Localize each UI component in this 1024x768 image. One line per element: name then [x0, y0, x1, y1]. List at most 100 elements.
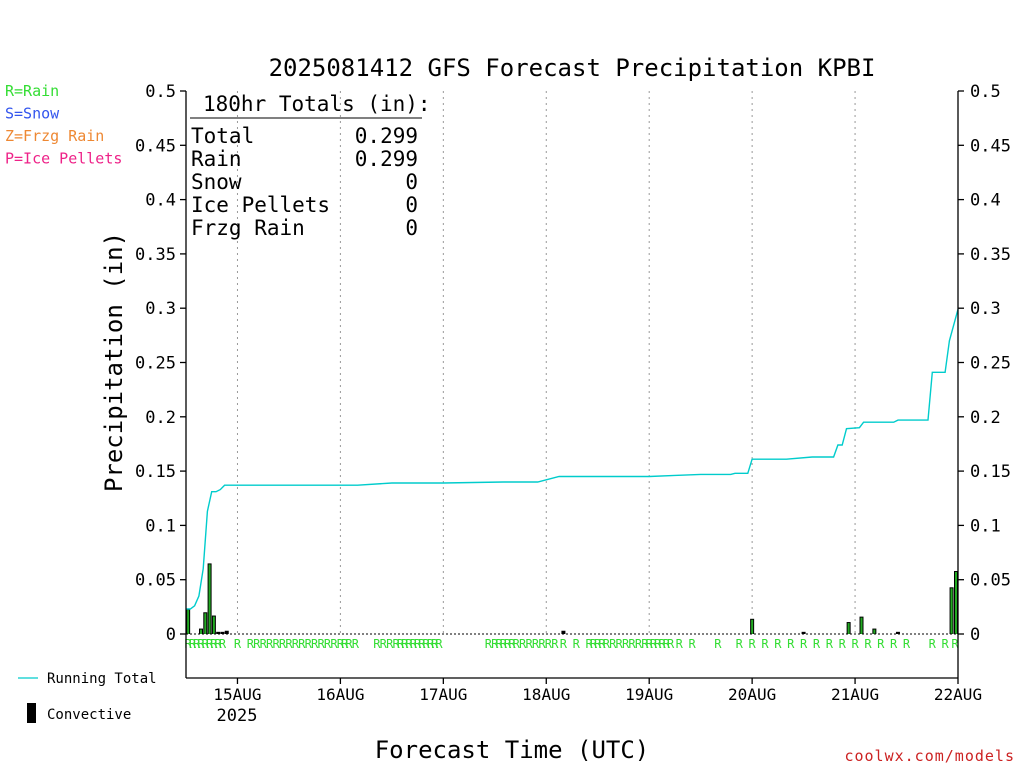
convective-legend-label: Convective [47, 707, 131, 723]
y-tick-label-right: 0.05 [970, 571, 1011, 591]
precip-type-marker: R [485, 637, 493, 651]
convective-bar [561, 630, 566, 634]
precip-type-marker: R [279, 637, 287, 651]
precip-type-legend-item: R=Rain [5, 82, 59, 100]
precip-type-marker: R [586, 637, 594, 651]
y-tick-label: 0.15 [135, 462, 176, 482]
precip-type-marker: R [386, 637, 394, 651]
rain-bar-fill [208, 564, 211, 634]
totals-row-label: Ice Pellets [191, 193, 330, 217]
precip-type-marker: R [197, 637, 205, 651]
precip-type-marker: R [185, 637, 193, 651]
precip-type-legend: R=Rain S=Snow Z=Frzg Rain P=Ice Pellets [5, 82, 122, 168]
convective-bars [186, 563, 958, 634]
y-axis-label: Precipitation (in) [100, 232, 128, 492]
precip-type-marker: R [215, 637, 223, 651]
y-tick-label-right: 0.25 [970, 354, 1011, 374]
y-tick-label-right: 0.3 [970, 299, 1001, 319]
y-tick-label: 0.1 [145, 516, 176, 536]
rain-bar-fill [751, 619, 754, 634]
precip-type-marker: R [646, 637, 654, 651]
precip-type-marker: R [800, 637, 808, 651]
precip-type-marker: R [508, 637, 516, 651]
y-tick-label: 0.4 [145, 191, 176, 211]
precip-type-marker: R [513, 637, 521, 651]
precip-type-marker: R [676, 637, 684, 651]
precip-type-marker: R [538, 637, 546, 651]
y-tick-label-right: 0.1 [970, 516, 1001, 536]
precip-type-marker: R [622, 637, 630, 651]
precip-type-legend-item: S=Snow [5, 105, 60, 123]
precip-type-marker: R [761, 637, 769, 651]
y-ticks: 0 00.05 0.050.1 0.10.15 0.150.2 0.20.25 0.250.… [135, 82, 1011, 645]
y-tick-label-right: 0.35 [970, 245, 1011, 265]
precip-type-marker: R [864, 637, 872, 651]
rain-bar-fill [204, 613, 207, 634]
precip-type-marker: R [234, 637, 242, 651]
precip-type-marker: R [253, 637, 261, 651]
precip-type-marker: R [202, 637, 210, 651]
vertical-gridlines [236, 91, 856, 634]
precip-type-marker: R [654, 637, 662, 651]
precip-type-marker: R [628, 637, 636, 651]
precip-type-marker: R [519, 637, 527, 651]
rain-bar-fill [955, 572, 957, 634]
precip-type-marker: R [663, 637, 671, 651]
precip-type-marker: R [193, 637, 201, 651]
convective-bar [216, 631, 221, 634]
precip-type-marker: R [373, 637, 381, 651]
precip-type-marker: R [560, 637, 568, 651]
precip-type-legend-item: Z=Frzg Rain [5, 127, 104, 145]
running-total-legend: Running Total [18, 671, 157, 687]
precip-type-marker: R [311, 637, 319, 651]
totals-row-label: Snow [191, 170, 242, 194]
x-tick-label: 19AUG [625, 685, 673, 704]
precip-type-marker: R [305, 637, 313, 651]
convective-bar [895, 631, 900, 634]
precip-type-marker: R [292, 637, 300, 651]
precip-type-marker: R [774, 637, 782, 651]
y-tick-label: 0.3 [145, 299, 176, 319]
y-tick-label: 0.2 [145, 408, 176, 428]
totals-row-value: 0 [405, 170, 418, 194]
totals-heading: 180hr Totals (in): [203, 92, 431, 116]
totals-rows: Total 0.299 Rain 0.299 Snow 0 Ice Pellets 0 Frzg… [191, 124, 418, 240]
y-tick-label: 0.05 [135, 571, 176, 591]
precip-type-marker: R [839, 637, 847, 651]
precip-type-marker: R [317, 637, 325, 651]
x-tick-label: 18AUG [522, 685, 570, 704]
totals-row-value: 0 [405, 193, 418, 217]
y-tick-label-right: 0.45 [970, 136, 1011, 156]
y-tick-label-right: 0.15 [970, 462, 1011, 482]
totals-row-label: Frzg Rain [191, 216, 305, 240]
precip-type-marker: R [324, 637, 332, 651]
x-year-label: 2025 [217, 706, 258, 726]
precip-type-marker: R [380, 637, 388, 651]
y-tick-label-right: 0 [970, 625, 980, 645]
precip-type-marker: R [532, 637, 540, 651]
precip-type-marker: R [658, 637, 666, 651]
precip-type-marker: R [427, 637, 435, 651]
precip-type-marker: R [635, 637, 643, 651]
rain-bar-fill [200, 629, 203, 634]
precip-type-marker: R [272, 637, 280, 651]
x-tick-label: 20AUG [728, 685, 776, 704]
precip-type-marker: R [851, 637, 859, 651]
precip-type-marker: R [500, 637, 508, 651]
x-tick-label: 17AUG [419, 685, 467, 704]
convective-bar [224, 630, 229, 634]
precip-type-marker: R [929, 637, 937, 651]
precip-type-marker: R [298, 637, 306, 651]
running-total-line [186, 309, 959, 610]
precip-type-marker: R [219, 637, 227, 651]
totals-row-value: 0.299 [355, 124, 418, 148]
x-tick-label: 16AUG [316, 685, 364, 704]
precip-type-marker: R [688, 637, 696, 651]
precip-type-marker: R [594, 637, 602, 651]
precip-type-marker: R [393, 637, 401, 651]
x-tick-label: 15AUG [213, 685, 261, 704]
precip-type-marker: R [504, 637, 512, 651]
precip-type-marker: R [667, 637, 675, 651]
y-tick-label: 0.45 [135, 136, 176, 156]
